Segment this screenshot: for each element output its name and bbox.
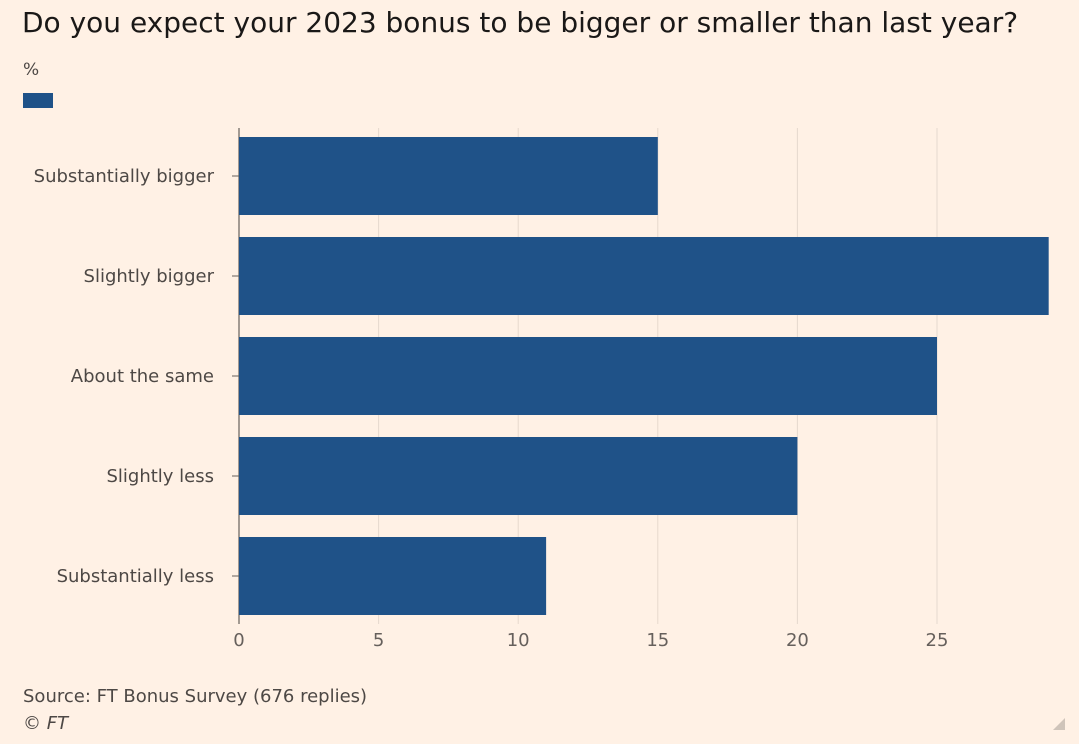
- axes: 0 5 10 15 20 25 Substantially bigger Slightly b…: [34, 166, 949, 651]
- copyright-credit: © FT: [23, 713, 69, 734]
- x-tick-label: 20: [786, 630, 809, 651]
- x-tick-label: 0: [233, 630, 244, 651]
- bar: [239, 437, 798, 515]
- y-tick-label: Slightly less: [106, 466, 214, 487]
- bar: [239, 337, 937, 415]
- x-tick-label: 15: [646, 630, 669, 651]
- bar: [239, 537, 547, 615]
- bars: [239, 137, 1049, 615]
- x-tick-label: 25: [926, 630, 949, 651]
- source-note: Source: FT Bonus Survey (676 replies): [23, 686, 368, 707]
- y-tick-label: Substantially bigger: [34, 166, 215, 187]
- chart-title: Do you expect your 2023 bonus to be bigg…: [22, 6, 1019, 39]
- x-tick-label: 5: [373, 630, 384, 651]
- resize-corner-icon: [1053, 718, 1065, 730]
- bar: [239, 237, 1049, 315]
- unit-label: %: [23, 60, 40, 80]
- x-tick-label: 10: [507, 630, 530, 651]
- bar: [239, 137, 658, 215]
- y-tick-label: Slightly bigger: [84, 266, 215, 287]
- legend-swatch: [23, 93, 53, 108]
- y-tick-label: About the same: [71, 366, 214, 387]
- y-tick-label: Substantially less: [57, 566, 214, 587]
